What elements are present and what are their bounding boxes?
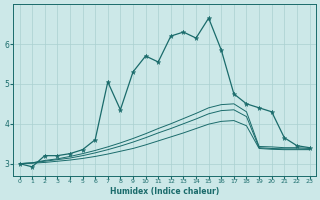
X-axis label: Humidex (Indice chaleur): Humidex (Indice chaleur)	[110, 187, 219, 196]
